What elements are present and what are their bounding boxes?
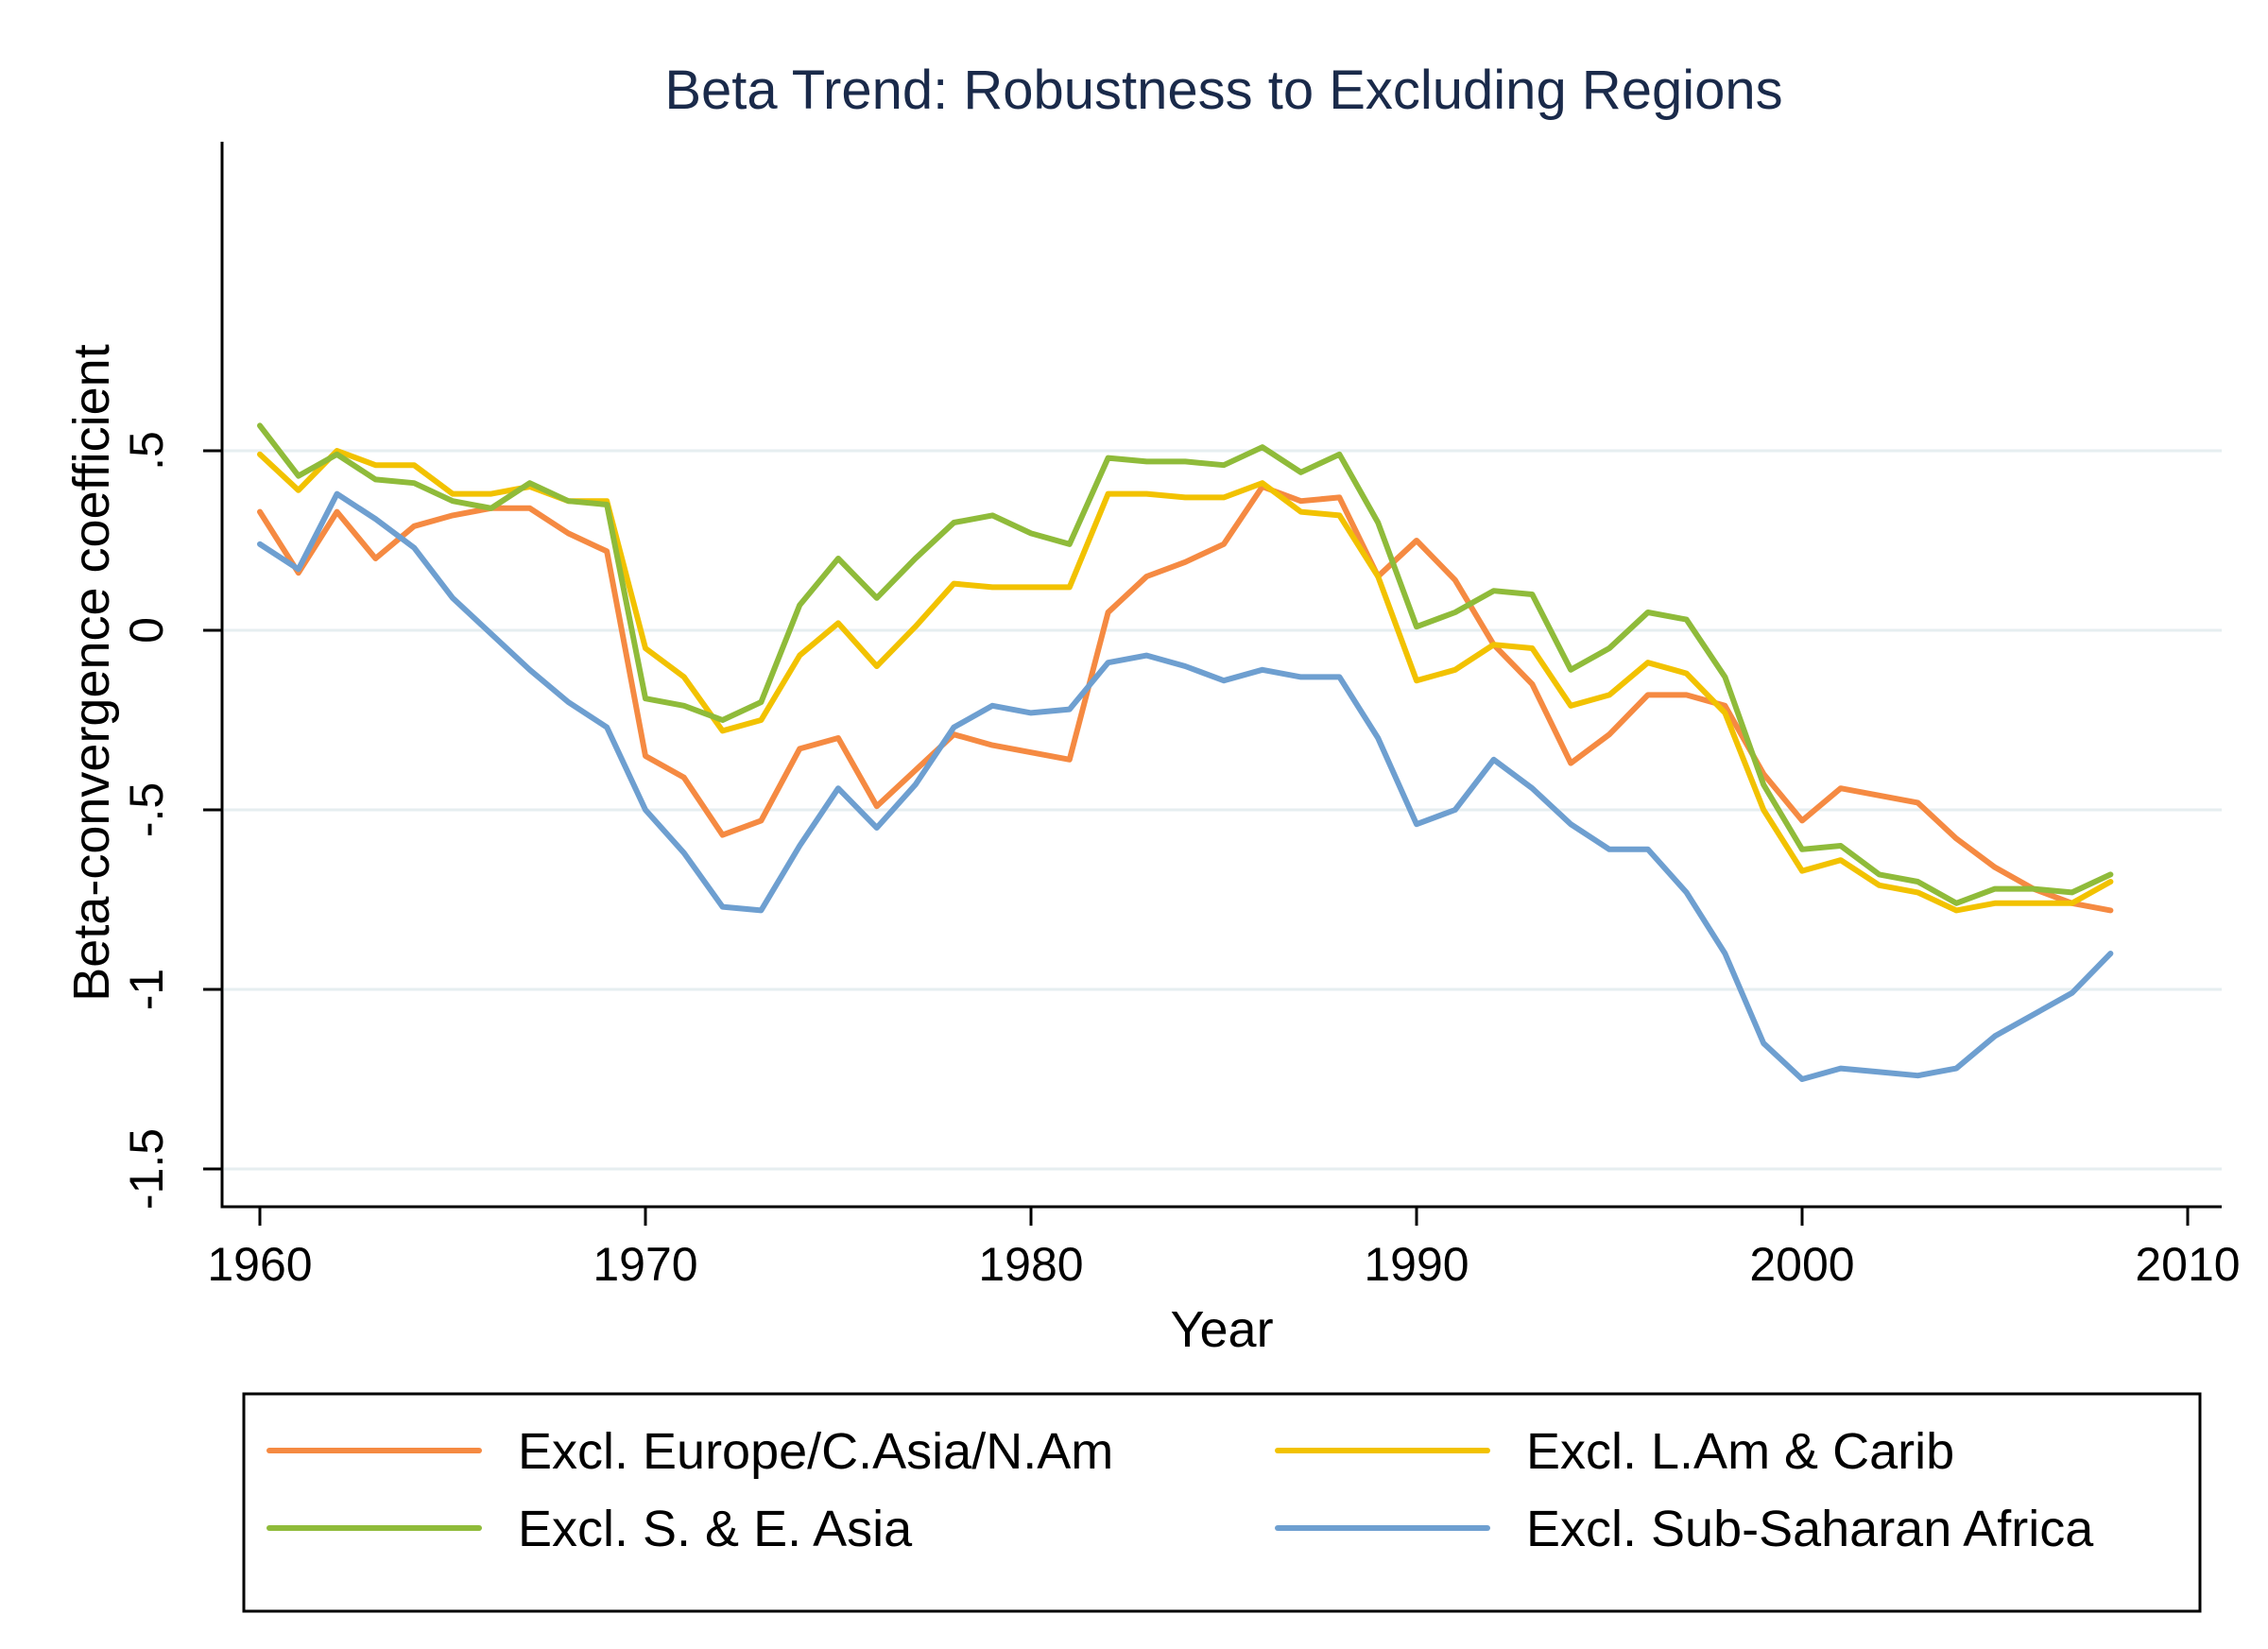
x-tick-label-1: 1970: [593, 1238, 697, 1291]
x-tick-label-3: 1990: [1364, 1238, 1469, 1291]
x-axis-label: Year: [1170, 1301, 1273, 1358]
series-line-1: [257, 448, 2114, 914]
series-line-0: [257, 484, 2114, 914]
legend-label-0: Excl. Europe/C.Asia/N.Am: [518, 1423, 1113, 1480]
legend-box: [242, 1392, 2202, 1613]
y-tick-label-4: -1.5: [120, 1128, 173, 1210]
y-tick-label-1: 0: [120, 617, 173, 644]
series-line-2: [257, 422, 2114, 906]
legend-label-1: Excl. L.Am & Carib: [1526, 1423, 1954, 1480]
x-axis-ticks: 1960 1970 1980 1990 2000 2010: [207, 1207, 2241, 1291]
series-lines: [257, 422, 2114, 1082]
chart-title: Beta Trend: Robustness to Excluding Regi…: [664, 60, 1782, 121]
legend: Excl. Europe/C.Asia/N.Am Excl. L.Am & Car…: [242, 1392, 2202, 1613]
y-axis-ticks: .5 0 -.5 -1 -1.5: [120, 431, 222, 1210]
y-axis-label: Beta-convergence coefficient: [63, 344, 120, 1001]
series-line-3: [257, 490, 2114, 1082]
y-tick-label-3: -1: [120, 969, 173, 1010]
x-tick-label-0: 1960: [207, 1238, 312, 1291]
legend-label-3: Excl. Sub-Saharan Africa: [1526, 1501, 2094, 1557]
legend-label-2: Excl. S. & E. Asia: [518, 1501, 913, 1557]
x-tick-label-2: 1980: [978, 1238, 1083, 1291]
y-tick-label-0: .5: [120, 431, 173, 471]
gridlines: [224, 449, 2222, 1171]
y-tick-label-2: -.5: [120, 782, 173, 837]
axis-lines: [220, 142, 2222, 1209]
x-tick-label-4: 2000: [1749, 1238, 1854, 1291]
x-tick-label-5: 2010: [2135, 1238, 2240, 1291]
